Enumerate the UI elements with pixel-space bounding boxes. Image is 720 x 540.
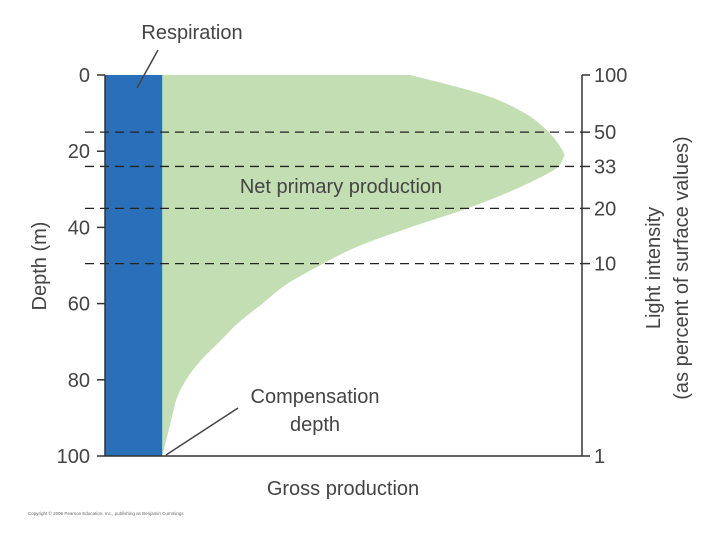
y-tick-label: 40 <box>68 217 90 239</box>
annotation-net-primary-production: Net primary production <box>240 176 442 198</box>
copyright-notice: Copyright © 2006 Pearson Education, Inc.… <box>28 511 184 516</box>
y2-axis-label-line2: (as percent of surface values) <box>671 136 693 399</box>
y-tick-label: 20 <box>68 141 90 163</box>
y-axis-label: Depth (m) <box>29 222 51 311</box>
respiration-bar <box>105 75 163 456</box>
y2-tick-label: 1 <box>594 446 605 468</box>
y-tick-label: 80 <box>68 370 90 392</box>
y-tick-label: 60 <box>68 294 90 316</box>
annotation-compensation-line1: Compensation <box>251 386 380 408</box>
y2-tick-label: 100 <box>594 65 627 87</box>
annotation-compensation-line2: depth <box>290 414 340 436</box>
y2-tick-label: 20 <box>594 198 616 220</box>
net-primary-production-area <box>162 75 565 456</box>
y-tick-label: 100 <box>57 446 90 468</box>
y2-tick-label: 50 <box>594 122 616 144</box>
y-tick-label: 0 <box>79 65 90 87</box>
y2-axis-label-line1: Light intensity <box>643 207 665 329</box>
annotation-respiration: Respiration <box>141 22 242 44</box>
y2-tick-label: 10 <box>594 254 616 276</box>
y2-tick-label: 33 <box>594 156 616 178</box>
compensation-pointer <box>165 407 239 456</box>
x-axis-label: Gross production <box>267 478 419 500</box>
respiration-pointer <box>136 49 159 89</box>
